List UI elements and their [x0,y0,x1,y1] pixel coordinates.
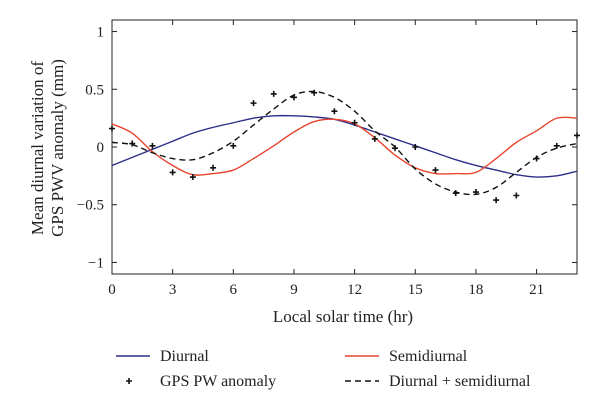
x-axis-label: Local solar time (hr) [273,307,413,326]
data-point-plus [189,174,196,181]
data-point-plus [109,125,115,132]
plot-frame [111,19,578,275]
x-tick-label: 0 [108,282,116,298]
x-tick-label: 9 [290,282,298,298]
legend-label-diurnal-plus-semidiurnal: Diurnal + semidiurnal [389,373,531,390]
legend-swatch-plus-marker [126,378,132,384]
data-point-plus [169,169,176,176]
x-tick-label: 15 [408,282,423,298]
series-layer [109,89,580,204]
data-point-plus [412,144,419,150]
series-line-semidiurnal [111,116,578,176]
series-line-diurnal [111,114,578,178]
data-point-plus [432,167,439,174]
legend-item-diurnal-plus-semidiurnal: Diurnal + semidiurnal [345,373,531,390]
legend-label-semidiurnal: Semidiurnal [389,348,468,365]
x-tick-label: 18 [468,282,483,298]
data-point-plus [250,100,257,107]
x-tick-label: 6 [230,282,238,298]
x-tick-label: 12 [347,282,362,298]
legend: Diurnal Semidiurnal GPS PW anomaly Diurn… [116,348,531,390]
y-tick-label: 0 [97,140,105,156]
axis-ticks: 0 3 6 9 12 15 18 21 −1 −0.5 0 0.5 1 [77,20,577,298]
data-point-plus [270,90,277,97]
y-axis-label-line-1: Mean diurnal variation of [28,61,47,236]
y-tick-label: −0.5 [77,198,104,214]
data-point-plus [553,142,560,149]
x-tick-label: 21 [529,282,544,298]
data-point-plus [230,142,237,149]
data-point-plus [574,132,580,139]
data-point-plus [210,164,217,171]
data-point-plus [351,119,358,126]
y-tick-label: −1 [88,255,104,271]
x-tick-label: 3 [169,282,177,298]
y-tick-label: 1 [97,25,105,41]
series-line-diurnal-semidiurnal [111,90,578,196]
data-point-plus [129,140,136,147]
data-point-plus [149,142,156,149]
data-point-plus [311,89,318,96]
series-gps-pw-anomaly [109,89,580,204]
data-point-plus [371,135,378,142]
data-point-plus [493,197,500,204]
y-axis-label-line-2: GPS PWV anomaly (mm) [48,59,67,237]
legend-label-diurnal: Diurnal [160,348,209,365]
legend-item-gps-pw-anomaly: GPS PW anomaly [126,373,276,390]
legend-item-diurnal: Diurnal [116,348,209,365]
legend-item-semidiurnal: Semidiurnal [345,348,468,365]
data-point-plus [331,108,338,115]
legend-label-gps-pw-anomaly: GPS PW anomaly [160,373,276,390]
y-tick-label: 0.5 [85,82,104,98]
data-point-plus [513,192,520,199]
